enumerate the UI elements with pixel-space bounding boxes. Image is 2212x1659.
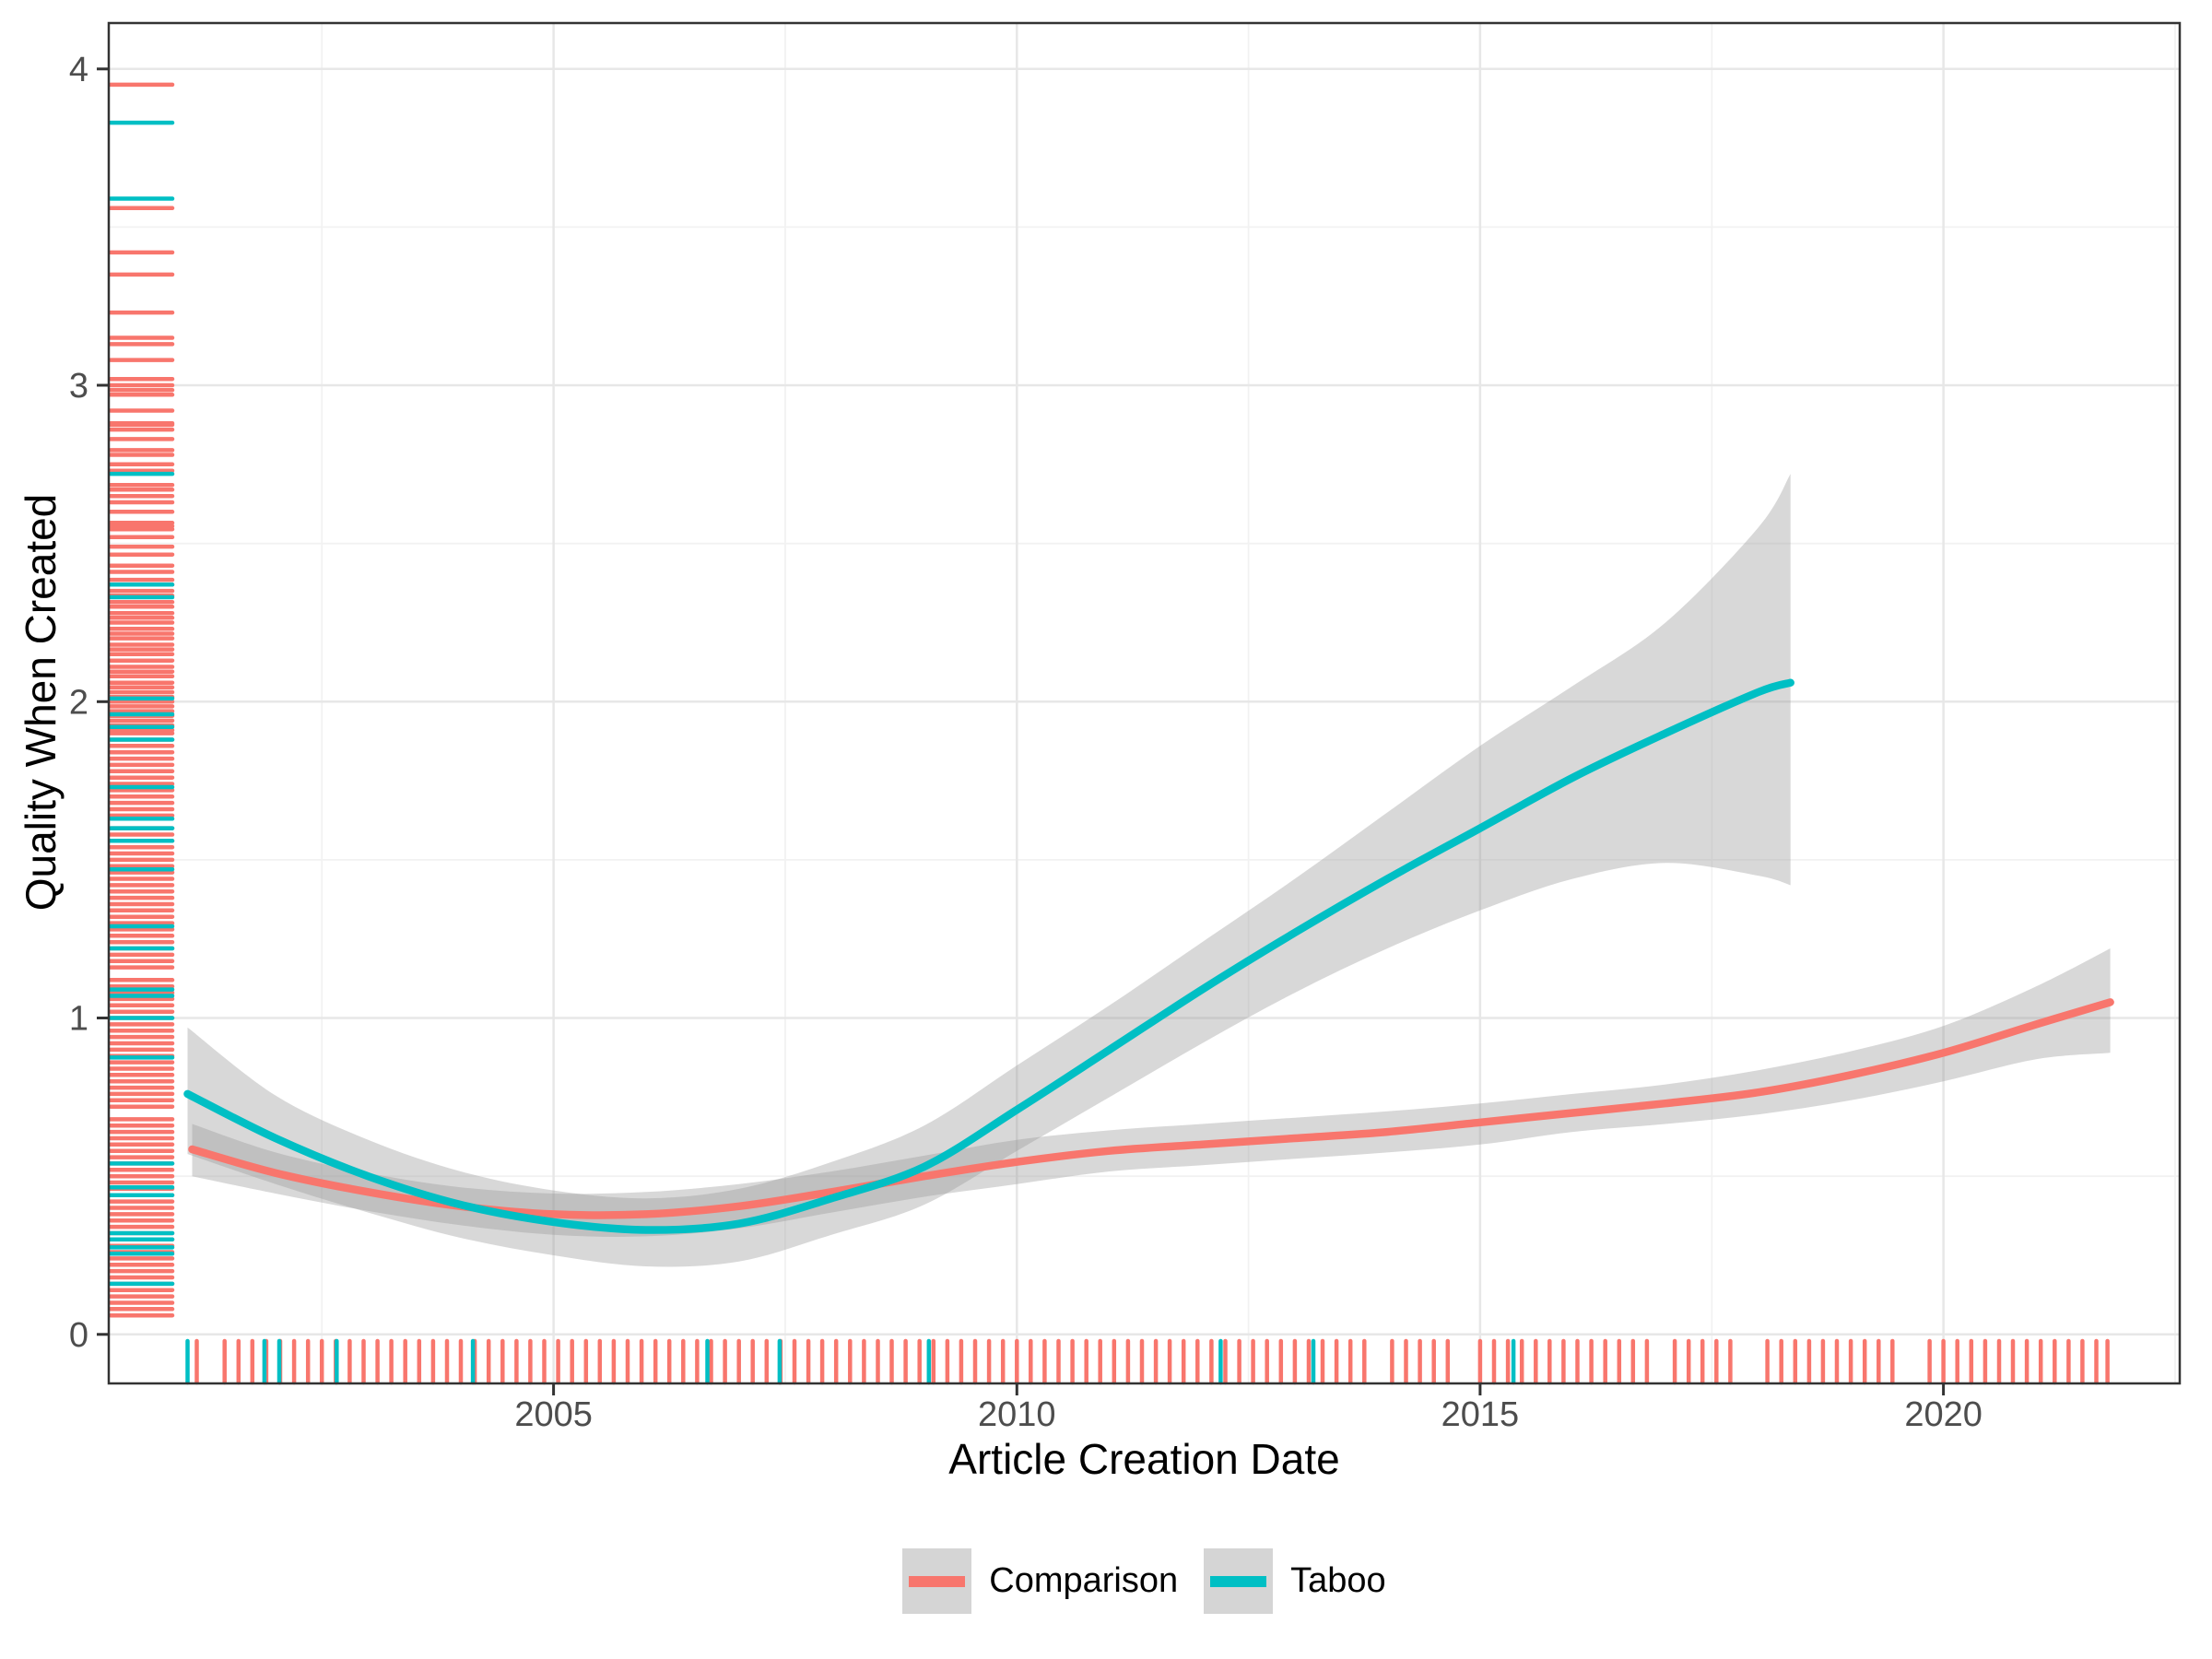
gridlines (109, 23, 2180, 1383)
left-rug (108, 82, 175, 1318)
comparison-line-swatch (909, 1575, 966, 1587)
x-tick-label: 2005 (514, 1395, 593, 1434)
axis-ticks-and-labels: 2005 2010 2015 2020 0 1 2 3 4 (69, 51, 1983, 1434)
legend-item-taboo: Taboo (1204, 1548, 1386, 1614)
legend: Comparison Taboo (109, 1548, 2180, 1614)
x-tick-label: 2010 (978, 1395, 1056, 1434)
y-axis-title: Quality When Created (17, 493, 65, 912)
legend-key-comparison (902, 1548, 972, 1614)
comparison-smooth-line (188, 998, 2114, 1219)
y-tick-label: 1 (69, 1000, 88, 1039)
x-axis-title: Article Creation Date (948, 1435, 1340, 1483)
panel-background (109, 23, 2180, 1383)
y-tick-label: 3 (69, 367, 88, 406)
smooth-lines (183, 678, 2114, 1234)
taboo-smooth-line (183, 678, 1794, 1234)
y-tick-label: 0 (69, 1316, 88, 1355)
x-tick-label: 2015 (1441, 1395, 1520, 1434)
taboo-line-swatch (1210, 1575, 1267, 1587)
bottom-rug (185, 1338, 2110, 1385)
legend-key-taboo (1204, 1548, 1274, 1614)
legend-item-comparison: Comparison (902, 1548, 1178, 1614)
comparison-confidence-ribbon (192, 948, 2111, 1237)
y-tick-label: 4 (69, 51, 88, 89)
legend-label-comparison: Comparison (989, 1561, 1179, 1600)
panel-border (107, 21, 2182, 1385)
y-tick-label: 2 (69, 683, 88, 722)
legend-label-taboo: Taboo (1290, 1561, 1386, 1600)
x-tick-label: 2020 (1904, 1395, 1983, 1434)
